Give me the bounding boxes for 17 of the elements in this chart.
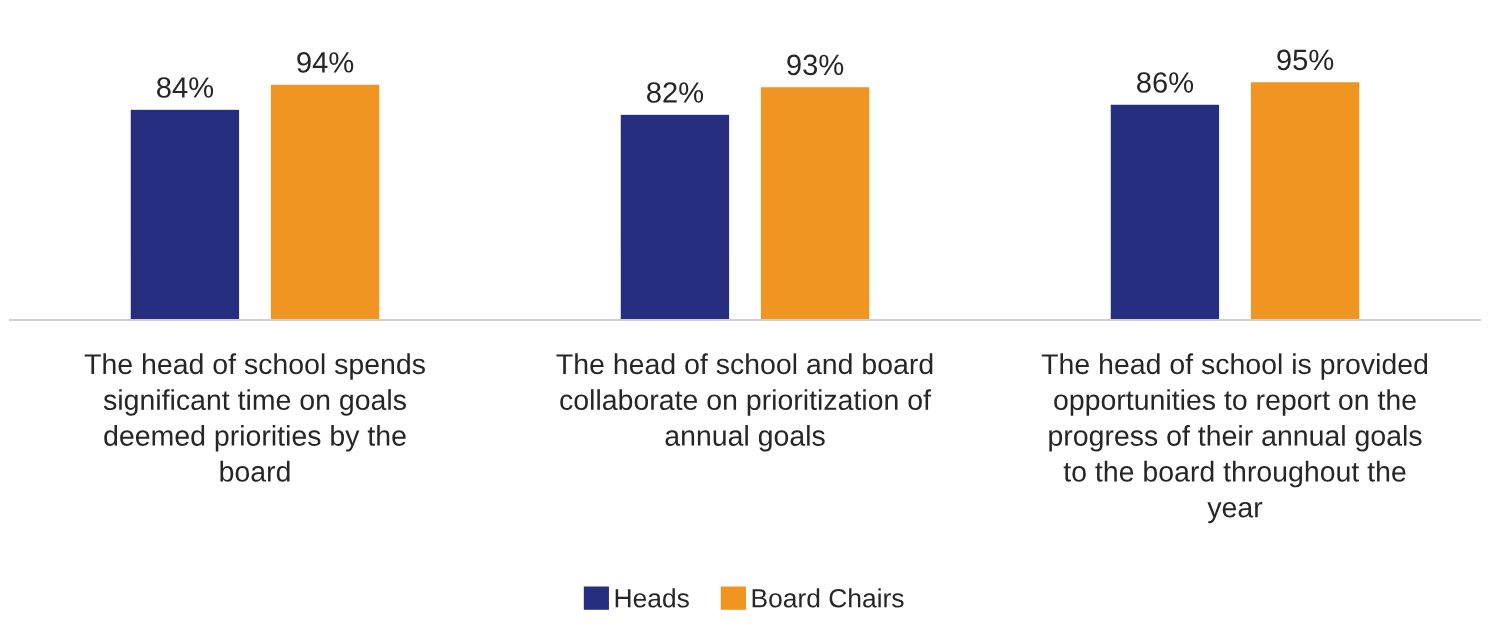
legend-label: Heads [615, 588, 689, 608]
bar [129, 108, 241, 320]
bar [619, 113, 731, 320]
data-label: 86% [1137, 72, 1194, 93]
bar [759, 85, 871, 320]
x-tick-label: The head of school is provided opportunities to report on the progress of their annual goals to the board throughout the year [1041, 353, 1428, 524]
x-tick-label: The head of school spends significant time on goals deemed priorities by the board [84, 353, 425, 482]
bar [1249, 80, 1361, 320]
data-label: 94% [297, 52, 354, 73]
bar [269, 83, 381, 320]
data-label: 95% [1277, 49, 1334, 71]
data-label: 82% [647, 82, 704, 103]
x-tick-label: The head of school and board collaborate on prioritization of annual goals [556, 353, 933, 452]
bar [1109, 103, 1221, 320]
legend-label: Board Chairs [752, 588, 904, 608]
data-label: 84% [157, 77, 214, 98]
data-label: 93% [787, 54, 844, 76]
